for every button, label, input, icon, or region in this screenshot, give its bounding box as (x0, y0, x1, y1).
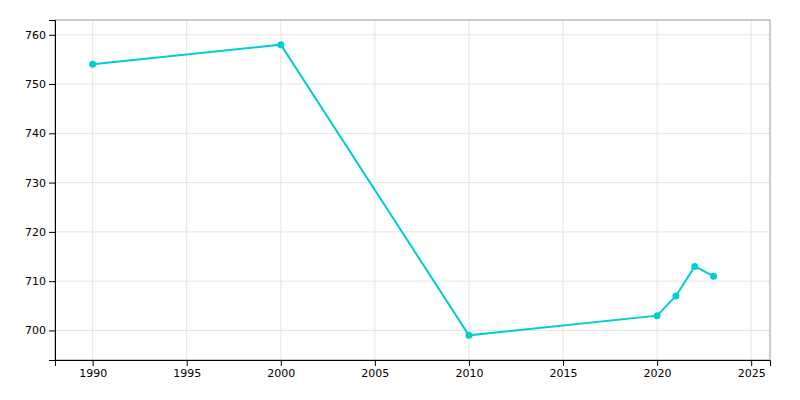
y-tick: 730 (25, 177, 55, 190)
point (89, 61, 96, 68)
x-tick-label: 2015 (550, 367, 578, 380)
x-tick-label: 2010 (455, 367, 483, 380)
x-grid-line (280, 20, 281, 360)
x-tick-mark (281, 360, 282, 366)
x-tick-label: 2020 (644, 367, 672, 380)
y-tick-mark (49, 133, 55, 134)
y-tick-label: 730 (25, 177, 46, 190)
x-tick: 1995 (173, 360, 201, 380)
point (654, 312, 661, 319)
point (672, 292, 679, 299)
x-tick-mark (93, 360, 94, 366)
y-grid-line (55, 34, 770, 35)
marks (89, 41, 717, 339)
y-grid-line (55, 84, 770, 85)
x-tick-mark (469, 360, 470, 366)
y-grid-line (55, 281, 770, 282)
x-grid-line (751, 20, 752, 360)
x-tick-label: 1990 (79, 367, 107, 380)
x-tick-mark (751, 360, 752, 366)
point (277, 41, 284, 48)
x-tick-label: 2000 (267, 367, 295, 380)
point (465, 332, 472, 339)
x-tick: 2000 (267, 360, 295, 380)
x-tick: 2010 (455, 360, 483, 380)
x-tick: 2025 (738, 360, 766, 380)
x-tick-label: 2025 (738, 367, 766, 380)
x-tick: 1990 (79, 360, 107, 380)
x-tick: 2005 (361, 360, 389, 380)
y-tick-mark (49, 84, 55, 85)
y-tick-label: 710 (25, 275, 46, 288)
line (93, 45, 714, 336)
x-grid-line (186, 20, 187, 360)
y-tick-mark (49, 232, 55, 233)
y-tick-label: 720 (25, 226, 46, 239)
x-tick-mark (187, 360, 188, 366)
x-grid-line (92, 20, 93, 360)
x-tick-mark (657, 360, 658, 366)
y-grid-line (55, 182, 770, 183)
y-tick-mark (49, 330, 55, 331)
x-grid-line (657, 20, 658, 360)
x-axis: 1990 1995 2000 2005 2010 2015 2020 2025 (56, 360, 771, 380)
y-axis: 700 710 720 730 740 750 760 (25, 21, 56, 361)
y-tick-mark (49, 35, 55, 36)
y-tick: 760 (25, 29, 55, 42)
x-tick-mark (563, 360, 564, 366)
point (710, 273, 717, 280)
y-tick: 700 (25, 324, 55, 337)
y-tick-mark (49, 281, 55, 282)
y-tick: 740 (25, 127, 55, 140)
y-tick-label: 740 (25, 127, 46, 140)
chart-container: 1990 1995 2000 2005 2010 2015 2020 2025 700 710 72… (0, 0, 800, 400)
x-tick: 2015 (550, 360, 578, 380)
x-axis-line (56, 361, 771, 367)
chart: 1990 1995 2000 2005 2010 2015 2020 2025 700 710 72… (0, 0, 800, 400)
x-tick-mark (375, 360, 376, 366)
y-grid-line (55, 330, 770, 331)
plot-frame (55, 20, 770, 360)
y-tick-label: 760 (25, 29, 46, 42)
y-axis-line (49, 21, 56, 361)
x-tick-label: 1995 (173, 367, 201, 380)
y-tick-label: 750 (25, 78, 46, 91)
y-grid-line (55, 231, 770, 232)
x-tick-label: 2005 (361, 367, 389, 380)
x-grid-line (563, 20, 564, 360)
x-grid-line (468, 20, 469, 360)
y-tick: 720 (25, 226, 55, 239)
y-tick: 750 (25, 78, 55, 91)
x-tick: 2020 (644, 360, 672, 380)
y-tick-label: 700 (25, 324, 46, 337)
point (691, 263, 698, 270)
y-tick-mark (49, 183, 55, 184)
grid (55, 20, 770, 360)
y-grid-line (55, 133, 770, 134)
y-tick: 710 (25, 275, 55, 288)
